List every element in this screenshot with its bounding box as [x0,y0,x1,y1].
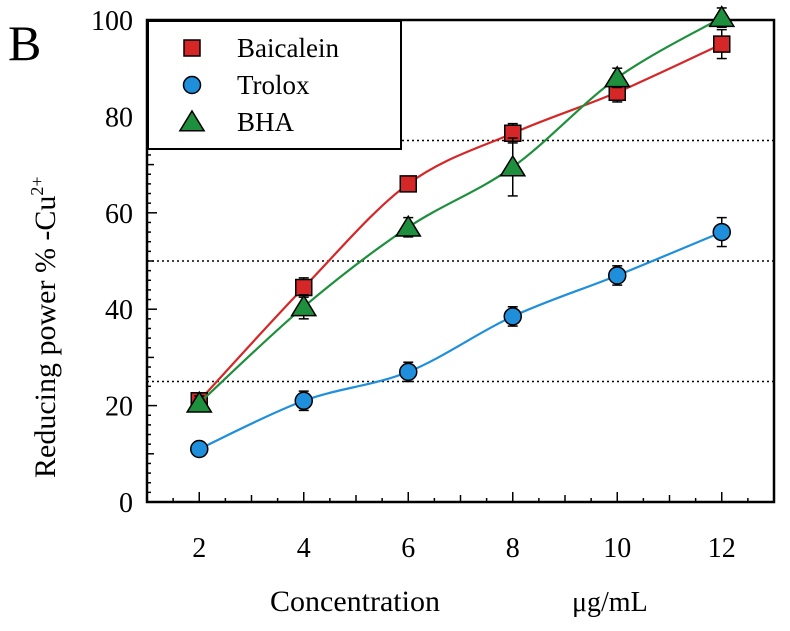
trolox-point [503,307,522,326]
legend-marker-baicalein [183,39,201,57]
x-axis-title: Concentration [270,585,440,618]
y-tick-label: 100 [91,6,133,37]
y-axis-title: Reducing power % -Cu2+ [27,176,62,478]
bha-point [290,294,318,317]
bha-point [708,5,736,28]
legend: Baicalein Trolox BHA [147,20,402,150]
y-tick-label: 0 [119,488,133,519]
series-bha [185,5,736,413]
legend-label-trolox: Trolox [237,70,310,100]
bha-point [603,65,631,88]
x-tick-label: 4 [297,533,311,564]
trolox-point [294,391,313,411]
series-baicalein [190,28,731,410]
y-tick-label: 60 [105,199,133,230]
baicalein-point [399,175,417,193]
bha-point [499,154,527,177]
x-tick-label: 12 [708,533,736,564]
x-axis-unit: μg/mL [572,587,648,618]
trolox-point [712,222,731,242]
bha-point [185,390,213,413]
x-tick-label: 10 [603,533,631,564]
legend-marker-bha [178,109,206,132]
panel-label: B [8,15,41,71]
series-trolox [190,216,731,459]
legend-items: Baicalein Trolox BHA [178,33,339,137]
trolox-line [198,231,723,450]
legend-marker-trolox [182,75,202,95]
x-tick-label: 6 [401,533,415,564]
y-axis-title-superscript: 2+ [27,176,47,195]
x-tick-label: 2 [192,533,206,564]
legend-label-baicalein: Baicalein [237,33,339,63]
y-axis-title-main: Reducing power % -Cu [29,196,62,478]
y-tick-label: 80 [105,102,133,133]
bha-point [394,214,422,237]
trolox-point [608,266,627,285]
x-tick-label: 8 [506,533,520,564]
y-tick-label: 20 [105,392,133,423]
trolox-point [399,362,418,382]
baicalein-point [713,35,731,53]
series-layer [185,5,736,459]
y-tick-label: 40 [105,295,133,326]
y-tick-labels: 0 20 40 60 80 100 [91,6,133,519]
trolox-point [190,439,209,459]
baicalein-point [295,278,313,297]
legend-label-bha: BHA [237,107,295,137]
x-tick-labels: 2 4 6 8 10 12 [192,533,736,564]
